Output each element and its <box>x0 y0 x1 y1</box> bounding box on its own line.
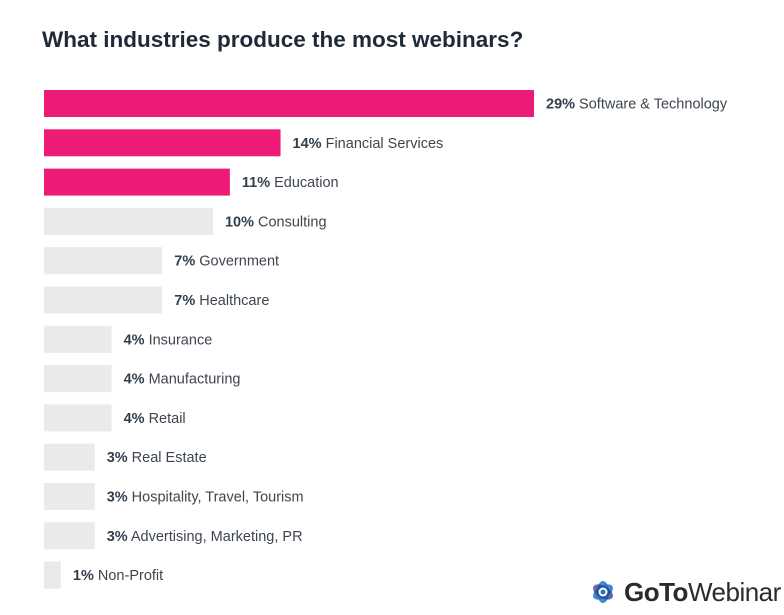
bar-label: 3% Hospitality, Travel, Tourism <box>107 490 304 506</box>
bar-category-label: Real Estate <box>128 450 207 466</box>
bar-label: 4% Insurance <box>124 332 213 348</box>
bar <box>44 365 112 393</box>
bar-label: 7% Government <box>174 254 279 270</box>
bar <box>44 207 213 235</box>
bar-category-label: Advertising, Marketing, PR <box>128 529 303 545</box>
brand-name: GoToWebinar <box>624 577 781 608</box>
bar-label: 14% Financial Services <box>293 136 444 152</box>
bar <box>44 90 534 117</box>
bar-value-label: 7% <box>174 293 195 309</box>
bar <box>44 247 163 275</box>
bar-label: 4% Retail <box>124 411 186 427</box>
bar-value-label: 29% <box>546 97 575 113</box>
bar-label: 3% Real Estate <box>107 450 207 466</box>
bar-label: 7% Healthcare <box>174 293 269 309</box>
bar-category-label: Hospitality, Travel, Tourism <box>128 490 304 506</box>
bar-value-label: 4% <box>124 372 145 388</box>
bar-category-label: Software & Technology <box>575 97 728 113</box>
bar-value-label: 4% <box>124 411 145 427</box>
bar-category-label: Financial Services <box>322 136 444 152</box>
bar-value-label: 11% <box>242 175 270 191</box>
bar-category-label: Consulting <box>254 214 327 230</box>
bar-label: 1% Non-Profit <box>73 568 163 584</box>
bar-category-label: Non-Profit <box>94 568 163 584</box>
bar-value-label: 3% <box>107 490 128 506</box>
bar-value-label: 1% <box>73 568 94 584</box>
chart-title: What industries produce the most webinar… <box>42 27 524 52</box>
bar-label: 29% Software & Technology <box>546 97 728 113</box>
bar <box>44 286 163 314</box>
bar <box>44 561 61 589</box>
bar-label: 10% Consulting <box>225 214 327 230</box>
bar-value-label: 7% <box>174 254 195 270</box>
bar <box>44 129 281 157</box>
bar-category-label: Government <box>195 254 279 270</box>
bar <box>44 443 95 471</box>
bar-value-label: 4% <box>124 332 145 348</box>
bar-category-label: Healthcare <box>195 293 269 309</box>
bar-value-label: 14% <box>293 136 322 152</box>
bar-category-label: Insurance <box>145 332 213 348</box>
bar-value-label: 3% <box>107 450 128 466</box>
bar <box>44 404 112 432</box>
brand-name-light: Webinar <box>687 576 781 607</box>
bar-category-label: Retail <box>145 411 186 427</box>
bar-value-label: 3% <box>107 529 128 545</box>
bar-label: 3% Advertising, Marketing, PR <box>107 529 303 545</box>
gotowebinar-flower-icon <box>593 581 613 603</box>
bar-value-label: 10% <box>225 214 254 230</box>
bar <box>44 325 112 353</box>
bar-category-label: Education <box>270 175 339 191</box>
bar <box>44 483 95 510</box>
bar <box>44 522 95 550</box>
bar <box>44 168 230 196</box>
brand-name-strong: GoTo <box>624 576 688 607</box>
bar-label: 11% Education <box>242 175 339 191</box>
bar-label: 4% Manufacturing <box>124 372 241 388</box>
bar-category-label: Manufacturing <box>145 372 241 388</box>
gotowebinar-logo: GoToWebinar <box>587 576 781 608</box>
